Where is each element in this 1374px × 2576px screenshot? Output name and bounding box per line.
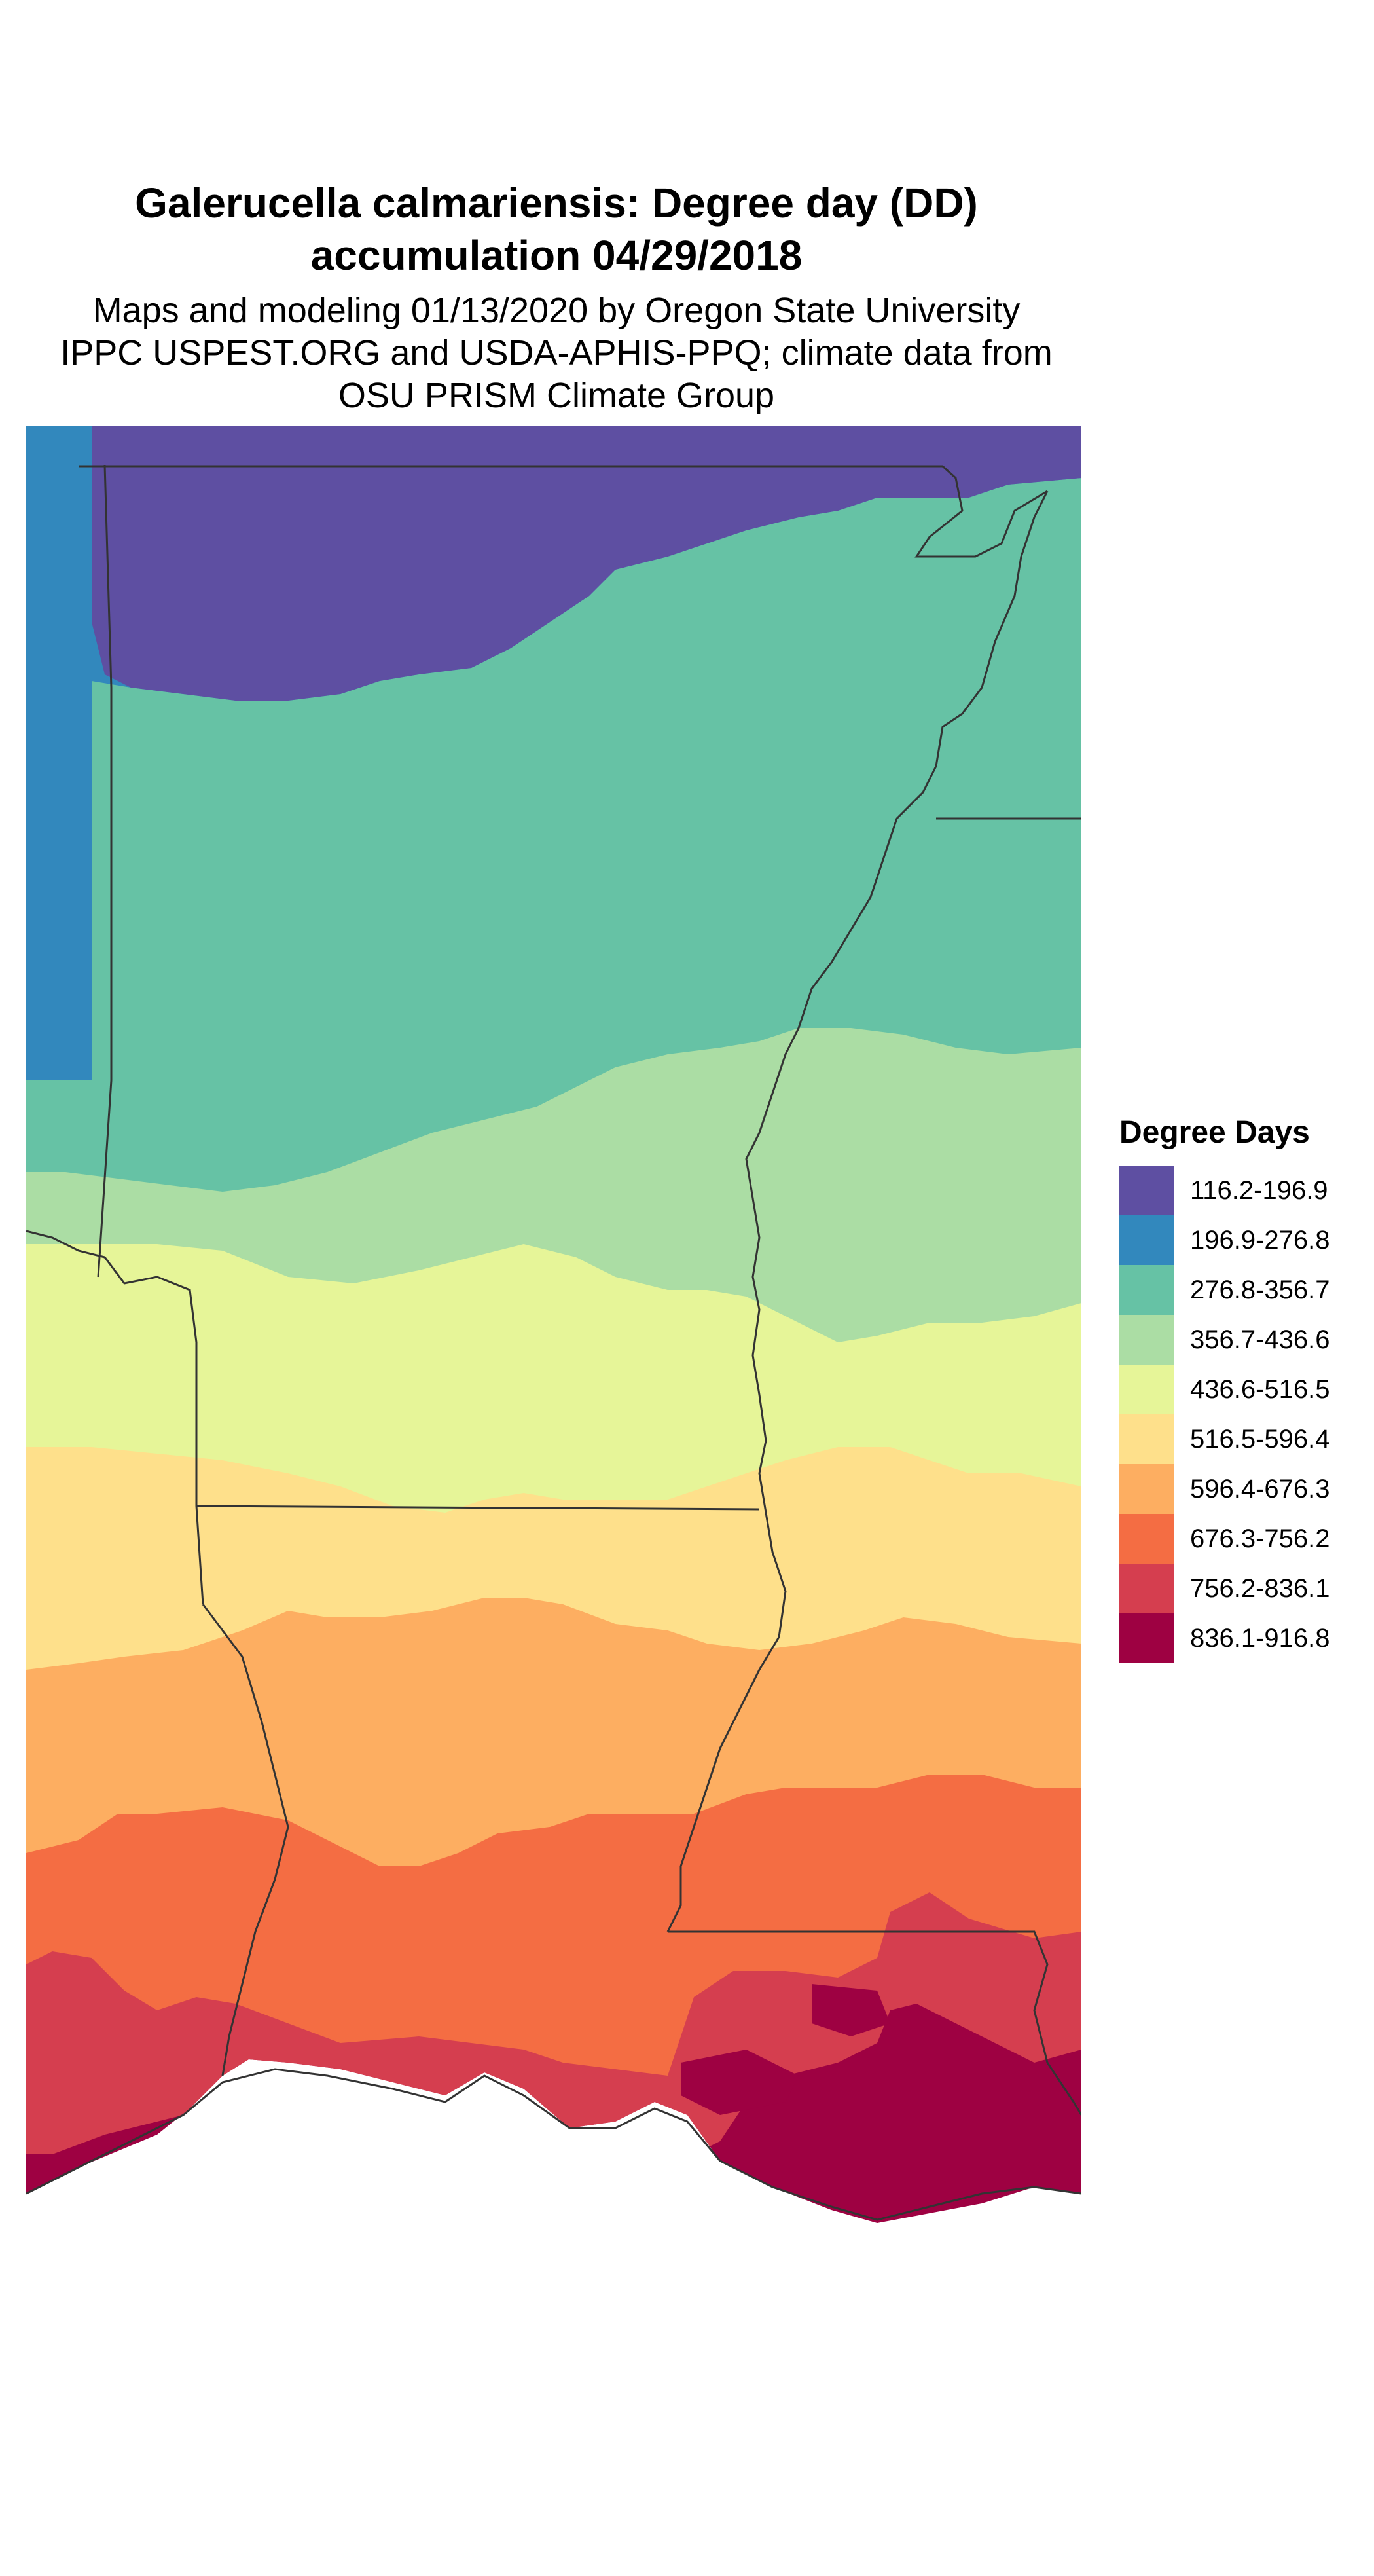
red-river-border — [26, 1230, 204, 1605]
legend-label: 436.6-516.5 — [1190, 1374, 1330, 1404]
gulf-coastline — [26, 2068, 1081, 2221]
legend-item: 836.1-916.8 — [1119, 1613, 1368, 1663]
map-subtitle: Maps and modeling 01/13/2020 by Oregon S… — [26, 289, 1087, 417]
subtitle-line-1: Maps and modeling 01/13/2020 by Oregon S… — [92, 291, 1021, 330]
legend-item: 196.9-276.8 — [1119, 1215, 1368, 1265]
legend-swatch — [1119, 1564, 1174, 1613]
missouri-arkansas-border — [79, 465, 1048, 558]
legend-label: 516.5-596.4 — [1190, 1424, 1330, 1454]
subtitle-line-2: IPPC USPEST.ORG and USDA-APHIS-PPQ; clim… — [60, 333, 1053, 373]
legend-swatch — [1119, 1166, 1174, 1215]
legend-label: 756.2-836.1 — [1190, 1573, 1330, 1603]
legend-swatch — [1119, 1265, 1174, 1315]
legend-label: 596.4-676.3 — [1190, 1474, 1330, 1503]
legend-label: 116.2-196.9 — [1190, 1175, 1328, 1205]
oklahoma-texas-border — [97, 464, 113, 1278]
title-block: Galerucella calmariensis: Degree day (DD… — [26, 177, 1087, 417]
legend-swatch — [1119, 1514, 1174, 1564]
warm-pocket-south — [681, 2050, 799, 2115]
louisiana-mississippi-border — [668, 1930, 1081, 2116]
legend-label: 676.3-756.2 — [1190, 1524, 1330, 1553]
legend-label: 356.7-436.6 — [1190, 1325, 1330, 1354]
arkansas-louisiana-border — [196, 1505, 760, 1511]
legend-title: Degree Days — [1119, 1115, 1310, 1150]
legend-item: 436.6-516.5 — [1119, 1365, 1368, 1414]
legend: Degree Days 116.2-196.9 196.9-276.8 276.8-… — [1119, 1113, 1368, 1663]
warm-pocket-mississippi — [812, 1984, 890, 2036]
legend-item: 596.4-676.3 — [1119, 1464, 1368, 1514]
legend-label: 196.9-276.8 — [1190, 1225, 1330, 1255]
map-title-line-1: Galerucella calmariensis: Degree day (DD… — [135, 179, 978, 227]
degree-day-map — [26, 426, 1081, 2226]
legend-item: 356.7-436.6 — [1119, 1315, 1368, 1365]
western-cool-strip — [26, 426, 92, 1080]
legend-swatch — [1119, 1414, 1174, 1464]
legend-item: 276.8-356.7 — [1119, 1265, 1368, 1315]
legend-swatch — [1119, 1613, 1174, 1663]
legend-item: 756.2-836.1 — [1119, 1564, 1368, 1613]
legend-label: 836.1-916.8 — [1190, 1623, 1330, 1653]
legend-label: 276.8-356.7 — [1190, 1275, 1330, 1304]
legend-item: 676.3-756.2 — [1119, 1514, 1368, 1564]
band-116-196 — [88, 426, 1081, 701]
legend-swatch — [1119, 1365, 1174, 1414]
state-boundaries — [26, 464, 1081, 2221]
subtitle-line-3: OSU PRISM Climate Group — [338, 376, 775, 415]
mississippi-river — [666, 490, 1049, 1932]
texas-louisiana-border — [202, 1604, 289, 2076]
legend-swatch — [1119, 1215, 1174, 1265]
map-title-line-2: accumulation 04/29/2018 — [310, 232, 803, 279]
degree-day-bands — [26, 426, 1081, 2223]
legend-swatch — [1119, 1464, 1174, 1514]
map-canvas — [26, 426, 1081, 2223]
legend-rows: 116.2-196.9 196.9-276.8 276.8-356.7 356.7-4… — [1119, 1166, 1368, 1663]
legend-item: 516.5-596.4 — [1119, 1414, 1368, 1464]
legend-item: 116.2-196.9 — [1119, 1166, 1368, 1215]
legend-swatch — [1119, 1315, 1174, 1365]
